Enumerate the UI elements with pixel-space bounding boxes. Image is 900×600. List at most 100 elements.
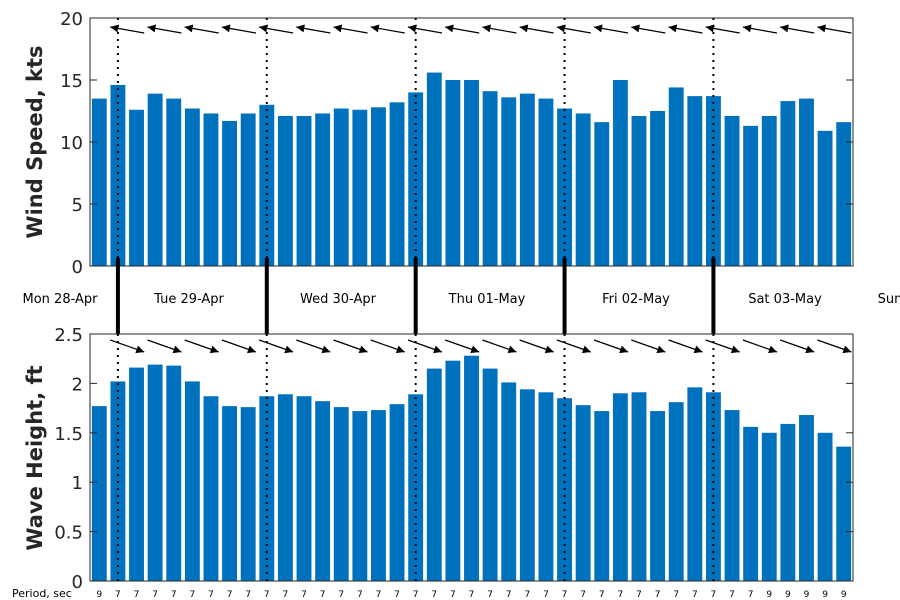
period-value: 7 xyxy=(524,590,530,600)
wave-bar xyxy=(705,392,721,581)
wave-ytick-label: 0 xyxy=(72,572,83,593)
wind-direction-arrow xyxy=(184,24,219,34)
wave-direction-arrow xyxy=(221,339,257,354)
period-value: 7 xyxy=(394,590,400,600)
wind-bar xyxy=(501,97,517,266)
wind-bar xyxy=(277,115,293,267)
wind-ytick-label: 15 xyxy=(60,71,83,92)
wave-direction-arrow xyxy=(519,339,554,354)
wave-bar xyxy=(240,407,256,581)
wave-bar xyxy=(836,446,852,581)
wave-bar xyxy=(575,405,591,581)
period-value: 7 xyxy=(115,590,121,600)
wind-ytick-label: 5 xyxy=(72,195,83,216)
wind-bar xyxy=(575,113,591,266)
wave-bar xyxy=(612,393,628,581)
period-value: 7 xyxy=(227,590,233,600)
wind-direction-arrow xyxy=(482,24,517,34)
wind-bar xyxy=(445,80,461,266)
period-value: 9 xyxy=(785,590,791,600)
wind-bar xyxy=(761,115,777,267)
wave-bar xyxy=(277,394,293,581)
wind-ytick-label: 10 xyxy=(60,133,83,154)
wave-bar xyxy=(408,394,424,581)
wave-bar xyxy=(222,406,238,581)
wave-bar xyxy=(650,411,666,581)
period-value: 7 xyxy=(599,590,605,600)
wave-ytick-label: 2 xyxy=(72,374,83,395)
wind-direction-arrow xyxy=(296,24,331,34)
period-value: 7 xyxy=(301,590,307,600)
period-value: 7 xyxy=(618,590,624,600)
wind-bar xyxy=(631,115,647,267)
wind-bar xyxy=(426,72,442,266)
wind-direction-arrow xyxy=(407,24,443,34)
wind-bar xyxy=(333,108,349,267)
period-value: 9 xyxy=(822,590,828,600)
wave-bar xyxy=(538,392,554,581)
wind-bar xyxy=(538,98,554,266)
wind-bar xyxy=(110,84,126,267)
wind-bar xyxy=(668,87,684,266)
wave-direction-arrow xyxy=(296,339,331,354)
wind-bar xyxy=(687,96,703,267)
wind-direction-arrow xyxy=(445,24,480,34)
wind-bar xyxy=(389,102,405,266)
period-value: 9 xyxy=(96,590,102,600)
period-value: 9 xyxy=(766,590,772,600)
wind-bar xyxy=(352,109,368,266)
wind-bar xyxy=(371,107,386,266)
wind-bar xyxy=(650,111,666,266)
wind-direction-arrow xyxy=(221,24,256,34)
wind-speed-chart: 0 5 10 15 20 xyxy=(60,9,854,278)
wind-direction-arrow xyxy=(668,24,703,34)
wave-direction-arrow xyxy=(258,339,294,354)
period-value: 7 xyxy=(636,590,642,600)
wind-direction-arrow xyxy=(817,24,852,34)
wave-bar xyxy=(817,432,833,581)
period-value: 7 xyxy=(357,590,363,600)
wave-bar xyxy=(743,426,759,581)
wind-bar xyxy=(464,80,479,266)
wave-bar xyxy=(687,387,703,581)
wind-bar xyxy=(259,104,275,266)
period-value: 7 xyxy=(413,590,419,600)
wave-direction-arrow xyxy=(444,339,480,354)
period-value: 7 xyxy=(673,590,679,600)
wave-bar xyxy=(91,406,107,581)
wave-direction-arrow xyxy=(631,339,666,354)
wave-direction-arrow xyxy=(556,339,592,354)
wave-bar xyxy=(780,423,796,581)
period-value: 9 xyxy=(804,590,810,600)
wave-direction-arrow xyxy=(110,339,145,354)
period-value: 7 xyxy=(245,590,251,600)
wind-direction-arrow xyxy=(742,24,778,34)
wind-direction-arrow xyxy=(631,24,666,34)
period-value: 7 xyxy=(729,590,735,600)
wind-bar xyxy=(129,109,144,266)
wave-bar xyxy=(129,367,144,581)
period-value: 7 xyxy=(338,590,344,600)
wave-direction-arrow xyxy=(482,339,517,354)
wind-bar xyxy=(724,115,740,267)
period-row-label: Period, sec xyxy=(12,587,72,600)
wind-bar xyxy=(817,130,833,266)
period-value: 7 xyxy=(320,590,326,600)
period-value: 9 xyxy=(841,590,847,600)
wind-bar xyxy=(743,125,759,266)
period-value: 7 xyxy=(189,590,195,600)
day-label: Sat 03-May xyxy=(748,292,822,307)
wave-axes-frame xyxy=(89,333,854,582)
wave-bar xyxy=(352,411,368,581)
wave-bar xyxy=(445,360,461,581)
wind-bar xyxy=(203,113,219,266)
wind-bar xyxy=(799,98,814,266)
wind-direction-arrow xyxy=(370,24,405,34)
wind-bar xyxy=(240,113,256,266)
wave-direction-arrow xyxy=(184,339,219,354)
wind-ytick-label: 0 xyxy=(72,257,83,278)
period-value: 7 xyxy=(748,590,754,600)
period-value: 7 xyxy=(376,590,382,600)
wind-bar xyxy=(482,91,498,266)
